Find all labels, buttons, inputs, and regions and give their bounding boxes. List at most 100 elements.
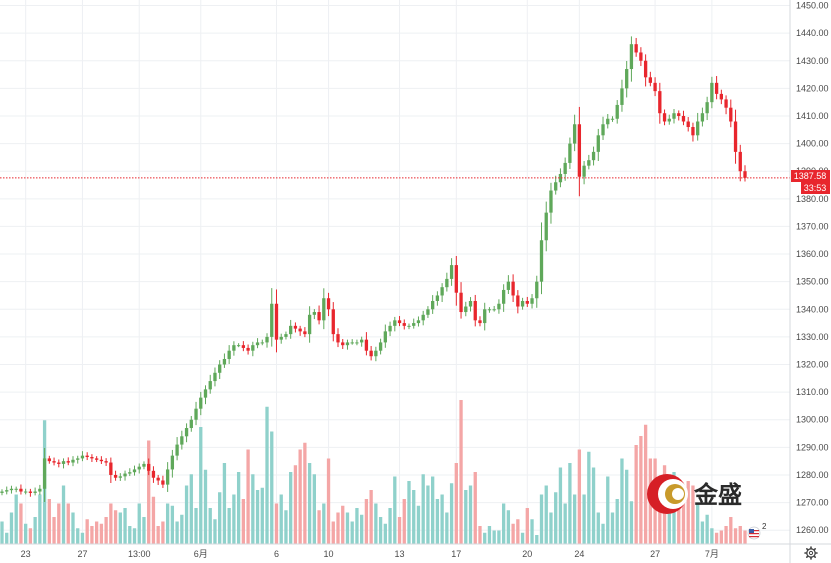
candle-body	[724, 99, 728, 108]
volume-bar	[142, 517, 146, 544]
volume-bar	[539, 494, 544, 544]
volume-bar	[615, 499, 619, 544]
grid-lines	[0, 0, 790, 544]
candle-body	[147, 463, 151, 471]
volume-bar	[326, 458, 331, 544]
candle-body	[658, 91, 662, 114]
volume-bar	[241, 499, 246, 544]
candle-body	[241, 345, 246, 348]
candle-body	[497, 303, 501, 310]
volume-bar	[430, 476, 435, 544]
candle-body	[677, 113, 681, 116]
candle-body	[554, 182, 558, 191]
price-tag-box	[791, 170, 830, 182]
candle-body	[203, 389, 208, 398]
candle-body	[232, 345, 236, 351]
volume-bar	[511, 523, 515, 544]
candle-body	[416, 320, 421, 324]
candle-body	[156, 477, 160, 481]
volume-bar	[587, 451, 591, 544]
candle-body	[109, 462, 113, 475]
current-price-label: 1387.58	[794, 171, 827, 181]
y-tick-label: 1340.00	[796, 304, 829, 314]
volume-bar	[378, 517, 383, 544]
volume-bar	[459, 400, 463, 544]
volume-bar	[464, 490, 468, 544]
candle-body	[454, 265, 458, 293]
volume-bar	[530, 519, 534, 544]
volume-bar	[506, 510, 511, 544]
volume-bar	[312, 474, 317, 544]
volume-bar	[426, 485, 430, 544]
us-flag-icon[interactable]	[747, 526, 761, 540]
candle-body	[9, 488, 14, 491]
volume-bar	[473, 472, 477, 544]
candle-body	[142, 463, 146, 467]
candle-body	[544, 212, 548, 241]
candle-body	[601, 124, 605, 136]
volume-bar	[591, 467, 596, 544]
volume-bar	[710, 528, 714, 544]
gear-icon[interactable]	[804, 546, 818, 560]
volume-bar	[478, 526, 482, 544]
candle-body	[151, 470, 156, 478]
volume-bar	[118, 512, 122, 544]
volume-bar	[397, 517, 402, 544]
volume-bar	[714, 532, 719, 544]
volume-bar	[76, 528, 80, 544]
candle-body	[648, 77, 653, 83]
volume-bar	[113, 510, 118, 544]
candle-body	[76, 458, 80, 460]
candle-body	[303, 331, 307, 335]
volume-bar	[265, 406, 269, 544]
volume-bar	[393, 476, 397, 544]
candle-body	[487, 309, 492, 311]
volume-bar	[719, 530, 723, 544]
volume-bar	[151, 496, 156, 544]
volume-bar	[94, 521, 99, 544]
candle-body	[364, 339, 369, 351]
candle-body	[227, 350, 231, 359]
candle-body	[629, 44, 634, 70]
volume-bars	[0, 400, 747, 544]
volume-bar	[0, 521, 4, 544]
candle-body	[393, 320, 397, 326]
volume-bar	[554, 492, 558, 544]
candle-body	[218, 364, 222, 373]
y-tick-label: 1270.00	[796, 498, 829, 508]
volume-bar	[610, 512, 615, 544]
candle-body	[501, 289, 506, 304]
volume-bar	[71, 512, 75, 544]
volume-bar	[284, 510, 288, 544]
volume-bar	[156, 526, 160, 544]
candle-body	[274, 303, 279, 340]
candle-body	[128, 472, 132, 474]
volume-bar	[677, 483, 681, 544]
candle-body	[672, 113, 676, 119]
candle-body	[492, 309, 496, 311]
candle-body	[653, 82, 657, 92]
candle-body	[568, 143, 572, 163]
volume-bar	[468, 485, 473, 544]
candlestick-series	[0, 36, 747, 503]
candle-body	[165, 469, 170, 485]
candle-body	[28, 491, 33, 493]
volume-bar	[440, 494, 444, 544]
candle-body	[516, 295, 520, 307]
candle-body	[606, 118, 610, 125]
candle-body	[407, 325, 411, 327]
volume-bar	[307, 463, 312, 544]
candle-body	[402, 323, 406, 326]
volume-bar	[369, 490, 373, 544]
y-tick-label: 1440.00	[796, 28, 829, 38]
volume-bar	[199, 427, 203, 544]
volume-bar	[449, 483, 454, 544]
candle-body	[620, 88, 624, 105]
volume-bar	[203, 469, 208, 544]
volume-bar	[222, 463, 227, 544]
candle-body	[180, 436, 184, 445]
y-tick-label: 1320.00	[796, 360, 829, 370]
volume-bar	[620, 458, 624, 544]
volume-bar	[184, 485, 189, 544]
